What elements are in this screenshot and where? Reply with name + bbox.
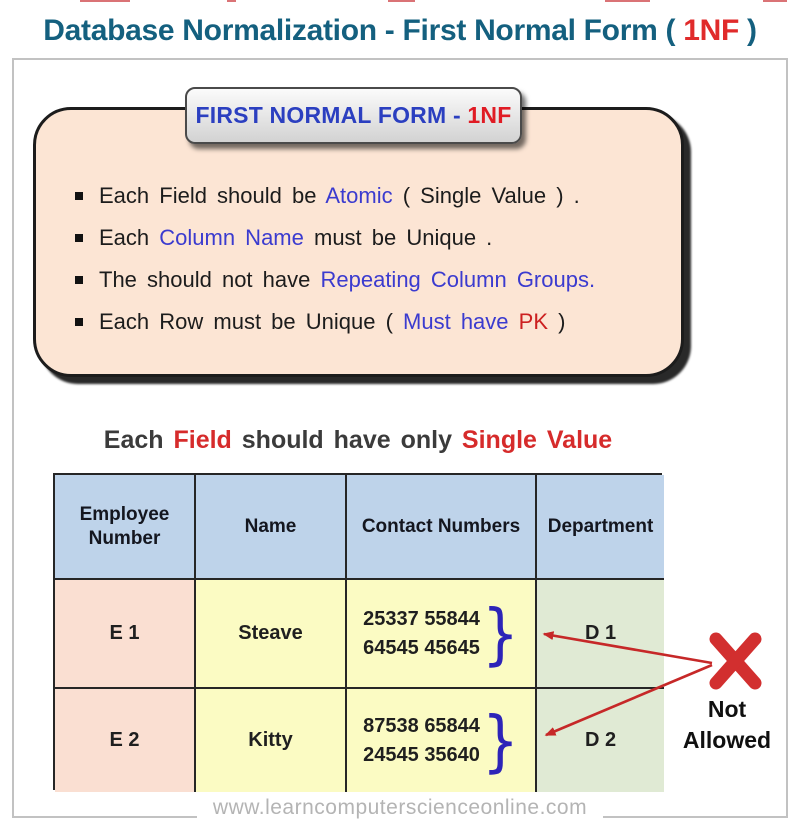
grouping-brace-icon: } <box>481 594 519 673</box>
cell-name: Steave <box>196 580 347 689</box>
bullet-square-icon <box>75 276 83 284</box>
caption-segment: Each <box>103 426 174 454</box>
top-crop-artifact <box>605 0 650 2</box>
column-header-department: Department <box>537 475 664 580</box>
grouping-brace-icon: } <box>481 701 519 780</box>
footer-watermark-url: www.learncomputerscienceonline.com <box>196 796 604 820</box>
caption-keyword-single-value: Single Value <box>461 426 613 454</box>
top-crop-artifact <box>80 0 130 2</box>
rule-keyword: Column Name <box>159 225 304 250</box>
cell-contact-numbers: 87538 65844 24545 35640 } <box>347 689 537 792</box>
bullet-square-icon <box>75 192 83 200</box>
rule-text: Each Row must be Unique ( Must have PK ) <box>99 309 565 334</box>
not-allowed-line1: Not <box>707 696 747 722</box>
cell-department: D 1 <box>537 580 664 689</box>
rule-segment: Each Row must be Unique ( <box>99 309 404 334</box>
footer: www.learncomputerscienceonline.com <box>0 796 800 820</box>
rule-segment: ( Single Value ) . <box>392 183 580 208</box>
header-label: FIRST NORMAL FORM - <box>195 102 468 128</box>
rule-item-unique-row: Each Row must be Unique ( Must have PK ) <box>75 309 660 334</box>
rule-segment: Each <box>99 225 160 250</box>
employee-table: Employee Number Name Contact Numbers Dep… <box>53 473 664 792</box>
cell-name: Kitty <box>196 689 347 792</box>
table-caption: Each Field should have only Single Value <box>53 426 663 455</box>
rule-keyword: Atomic <box>325 183 393 208</box>
top-crop-artifact <box>763 0 787 2</box>
rule-text: Each Field should be Atomic ( Single Val… <box>99 183 580 208</box>
page-title: Database Normalization - First Normal Fo… <box>0 14 800 48</box>
caption-segment: should have only <box>231 426 462 454</box>
rules-list: Each Field should be Atomic ( Single Val… <box>75 183 660 351</box>
top-crop-artifact <box>227 0 236 2</box>
first-normal-form-header: FIRST NORMAL FORM - 1NF <box>185 87 522 144</box>
bullet-square-icon <box>75 234 83 242</box>
rule-segment: must be Unique . <box>303 225 493 250</box>
contact-number: 87538 65844 <box>363 714 480 737</box>
top-crop-artifact <box>388 0 415 2</box>
contact-number: 64545 45645 <box>363 636 480 659</box>
rule-segment: Each Field should be <box>99 183 326 208</box>
header-1nf-tag: 1NF <box>467 102 512 128</box>
rule-item-atomic: Each Field should be Atomic ( Single Val… <box>75 183 660 208</box>
rule-segment: The should not have <box>99 267 321 292</box>
bullet-square-icon <box>75 318 83 326</box>
contact-number-lines: 87538 65844 24545 35640 <box>363 712 480 770</box>
contact-numbers-group: 25337 55844 64545 45645 } <box>363 600 519 667</box>
rule-segment: ) <box>548 309 566 334</box>
rule-item-no-repeating-groups: The should not have Repeating Column Gro… <box>75 267 660 292</box>
rule-item-unique-column: Each Column Name must be Unique . <box>75 225 660 250</box>
contact-number-lines: 25337 55844 64545 45645 <box>363 605 480 663</box>
cell-employee-number: E 1 <box>55 580 196 689</box>
contact-numbers-group: 87538 65844 24545 35640 } <box>363 707 519 774</box>
rule-text: The should not have Repeating Column Gro… <box>99 267 595 292</box>
not-allowed-line2: Allowed <box>682 727 772 753</box>
rule-keyword: Repeating Column Groups. <box>320 267 596 292</box>
caption-keyword-field: Field <box>173 426 232 454</box>
rules-box <box>33 107 684 377</box>
cell-employee-number: E 2 <box>55 689 196 792</box>
column-header-employee-number: Employee Number <box>55 475 196 580</box>
column-header-name: Name <box>196 475 347 580</box>
not-allowed-label: Not Allowed <box>663 694 791 756</box>
page-title-1nf: 1NF <box>683 14 739 47</box>
page-title-main: Database Normalization - First Normal Fo… <box>43 14 684 47</box>
contact-number: 25337 55844 <box>363 607 480 630</box>
rule-text: Each Column Name must be Unique . <box>99 225 492 250</box>
rule-keyword: Must have <box>403 309 519 334</box>
rule-pk-keyword: PK <box>518 309 548 334</box>
page-title-close: ) <box>739 14 757 47</box>
contact-number: 24545 35640 <box>363 743 480 766</box>
cell-department: D 2 <box>537 689 664 792</box>
cell-contact-numbers: 25337 55844 64545 45645 } <box>347 580 537 689</box>
column-header-contact-numbers: Contact Numbers <box>347 475 537 580</box>
